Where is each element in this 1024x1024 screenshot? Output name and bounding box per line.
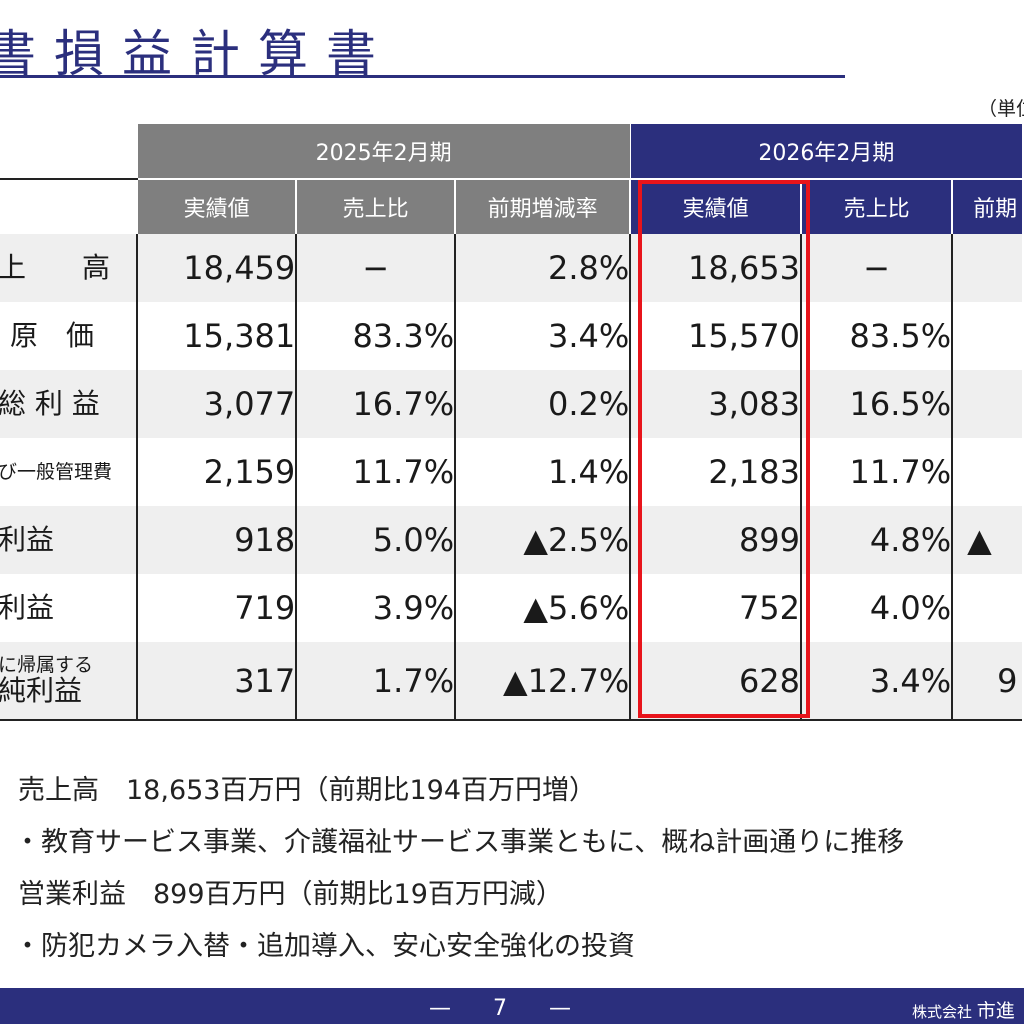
table-cell: 4.8% [800,506,953,574]
table-cell: 1.7% [295,642,456,721]
unit-note: （単位 [978,98,1024,120]
table-cell: − [295,234,456,302]
table-cell: 2.8% [454,234,631,302]
table-cell: ▲12.7% [454,642,631,721]
table-row: 上 高 18,459 − 2.8% 18,653 − [0,234,1022,302]
table-cell: ▲2.5% [454,506,631,574]
col-header-2025-sales-ratio: 売上比 [295,178,456,234]
table-cell: 9 [951,642,1022,721]
header-blank-cell [0,179,138,234]
row-label: 利益 [0,506,138,574]
table-cell: 15,381 [136,302,297,370]
col-header-2025-actual: 実績値 [136,178,297,234]
row-label-text: 利益 [0,591,55,624]
table-cell [951,302,1022,370]
table-cell: 18,459 [136,234,297,302]
company-prefix: 株式会社 [912,1003,973,1021]
table-cell: 16.7% [295,370,456,438]
col-header-2026-sales-ratio: 売上比 [800,178,953,234]
table-cell: 3.9% [295,574,456,642]
table-cell: 83.3% [295,302,456,370]
row-label: び一般管理費 [0,438,138,506]
col-header-2025-yoy: 前期増減率 [454,178,631,234]
table-cell: 3.4% [454,302,631,370]
table-cell: 16.5% [800,370,953,438]
note-operating-detail: ・防犯カメラ入替・追加導入、安心安全強化の投資 [14,931,635,962]
table-cell: 83.5% [800,302,953,370]
table-cell: 317 [136,642,297,721]
table-row: 原 価 15,381 83.3% 3.4% 15,570 83.5% [0,302,1022,370]
row-label-small: び一般管理費 [0,461,113,483]
table-row: 利益 719 3.9% ▲5.6% 752 4.0% [0,574,1022,642]
table-cell: 15,570 [629,302,802,370]
table-cell: 3,083 [629,370,802,438]
row-label: に帰属する 純利益 [0,642,138,721]
table-cell: ▲ [951,506,1022,574]
row-label-text: 上 高 [0,251,111,284]
footer-bar [0,988,1024,1024]
table-cell: 0.2% [454,370,631,438]
header-blank-cell [0,124,138,180]
page-number: — 7 — [429,996,581,1021]
col-header-2026-actual: 実績値 [629,178,802,234]
company-name: 株式会社 市進 [912,996,1015,1023]
table-cell: 18,653 [629,234,802,302]
row-label: 上 高 [0,234,138,302]
table-cell: 899 [629,506,802,574]
table-row: び一般管理費 2,159 11.7% 1.4% 2,183 11.7% [0,438,1022,506]
page-title: 書損益計算書 [0,25,394,83]
row-label: 利益 [0,574,138,642]
row-label-text: 原 価 [10,319,95,352]
income-statement-table: 2025年2月期 2026年2月期 実績値 売上比 前期増減率 実績値 売上比 … [0,124,1022,721]
column-header-row: 実績値 売上比 前期増減率 実績値 売上比 前期 [0,178,1022,234]
period-header-2025: 2025年2月期 [136,124,631,179]
row-label: 総 利 益 [0,370,138,438]
table-cell [951,438,1022,506]
row-label-text: 純利益 [0,673,83,707]
note-sales: 売上高 18,653百万円（前期比194百万円増） [18,775,597,806]
table-cell: 11.7% [800,438,953,506]
table-cell: 719 [136,574,297,642]
table-cell [951,574,1022,642]
company-name-text: 市進 [976,1000,1015,1022]
table-cell: 3.4% [800,642,953,721]
table-cell: 2,183 [629,438,802,506]
table-cell: 1.4% [454,438,631,506]
row-label-text: 総 利 益 [0,387,100,420]
row-label-small: に帰属する [0,653,94,676]
row-label: 原 価 [0,302,138,370]
row-label-text: 利益 [0,523,55,556]
table-cell: 5.0% [295,506,456,574]
col-header-2026-yoy: 前期 [951,178,1022,234]
table-cell: 918 [136,506,297,574]
table-cell: − [800,234,953,302]
table-cell: 4.0% [800,574,953,642]
table-row: 総 利 益 3,077 16.7% 0.2% 3,083 16.5% [0,370,1022,438]
table-cell: 11.7% [295,438,456,506]
table-cell: 3,077 [136,370,297,438]
title-underline [0,75,845,78]
table-row: 利益 918 5.0% ▲2.5% 899 4.8% ▲ [0,506,1022,574]
table-cell: ▲5.6% [454,574,631,642]
table-cell: 2,159 [136,438,297,506]
table-cell: 628 [629,642,802,721]
period-header-2026: 2026年2月期 [629,124,1022,179]
period-header-row: 2025年2月期 2026年2月期 [0,124,1022,180]
table-cell [951,370,1022,438]
table-row: に帰属する 純利益 317 1.7% ▲12.7% 628 3.4% 9 [0,642,1022,721]
note-operating-profit: 営業利益 899百万円（前期比19百万円減） [18,879,563,910]
table-cell: 752 [629,574,802,642]
table-cell [951,234,1022,302]
note-sales-detail: ・教育サービス事業、介護福祉サービス事業ともに、概ね計画通りに推移 [14,827,905,858]
